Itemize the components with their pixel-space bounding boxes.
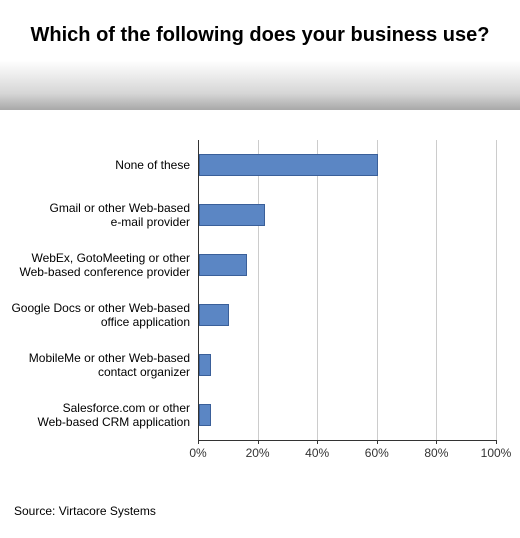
x-tick-mark bbox=[436, 440, 437, 444]
x-tick-label: 20% bbox=[246, 446, 270, 460]
chart-row: WebEx, GotoMeeting or otherWeb-based con… bbox=[0, 240, 520, 290]
bar bbox=[199, 154, 378, 176]
chart-row: None of these bbox=[0, 140, 520, 190]
category-label: Salesforce.com or otherWeb-based CRM app… bbox=[0, 401, 190, 429]
bar bbox=[199, 354, 211, 376]
chart-row: Salesforce.com or otherWeb-based CRM app… bbox=[0, 390, 520, 440]
x-tick-label: 100% bbox=[481, 446, 512, 460]
chart-row: Gmail or other Web-basede-mail provider bbox=[0, 190, 520, 240]
x-tick-mark bbox=[198, 440, 199, 444]
category-label: Google Docs or other Web-basedoffice app… bbox=[0, 301, 190, 329]
chart-row: MobileMe or other Web-basedcontact organ… bbox=[0, 340, 520, 390]
category-label: WebEx, GotoMeeting or otherWeb-based con… bbox=[0, 251, 190, 279]
chart-row: Google Docs or other Web-basedoffice app… bbox=[0, 290, 520, 340]
x-tick-mark bbox=[317, 440, 318, 444]
x-tick-label: 80% bbox=[424, 446, 448, 460]
x-tick-mark bbox=[496, 440, 497, 444]
source-text: Source: Virtacore Systems bbox=[14, 504, 156, 518]
x-tick-mark bbox=[258, 440, 259, 444]
chart-area: None of these Gmail or other Web-basede-m… bbox=[0, 140, 520, 480]
bar bbox=[199, 304, 229, 326]
x-tick-label: 0% bbox=[189, 446, 206, 460]
bar bbox=[199, 404, 211, 426]
header-band: Which of the following does your busines… bbox=[0, 0, 520, 110]
x-tick-label: 40% bbox=[305, 446, 329, 460]
bar bbox=[199, 254, 247, 276]
chart-title: Which of the following does your busines… bbox=[0, 24, 520, 47]
category-label: None of these bbox=[0, 158, 190, 172]
category-label: MobileMe or other Web-basedcontact organ… bbox=[0, 351, 190, 379]
bar bbox=[199, 204, 265, 226]
x-tick-label: 60% bbox=[365, 446, 389, 460]
category-label: Gmail or other Web-basede-mail provider bbox=[0, 201, 190, 229]
x-tick-mark bbox=[377, 440, 378, 444]
